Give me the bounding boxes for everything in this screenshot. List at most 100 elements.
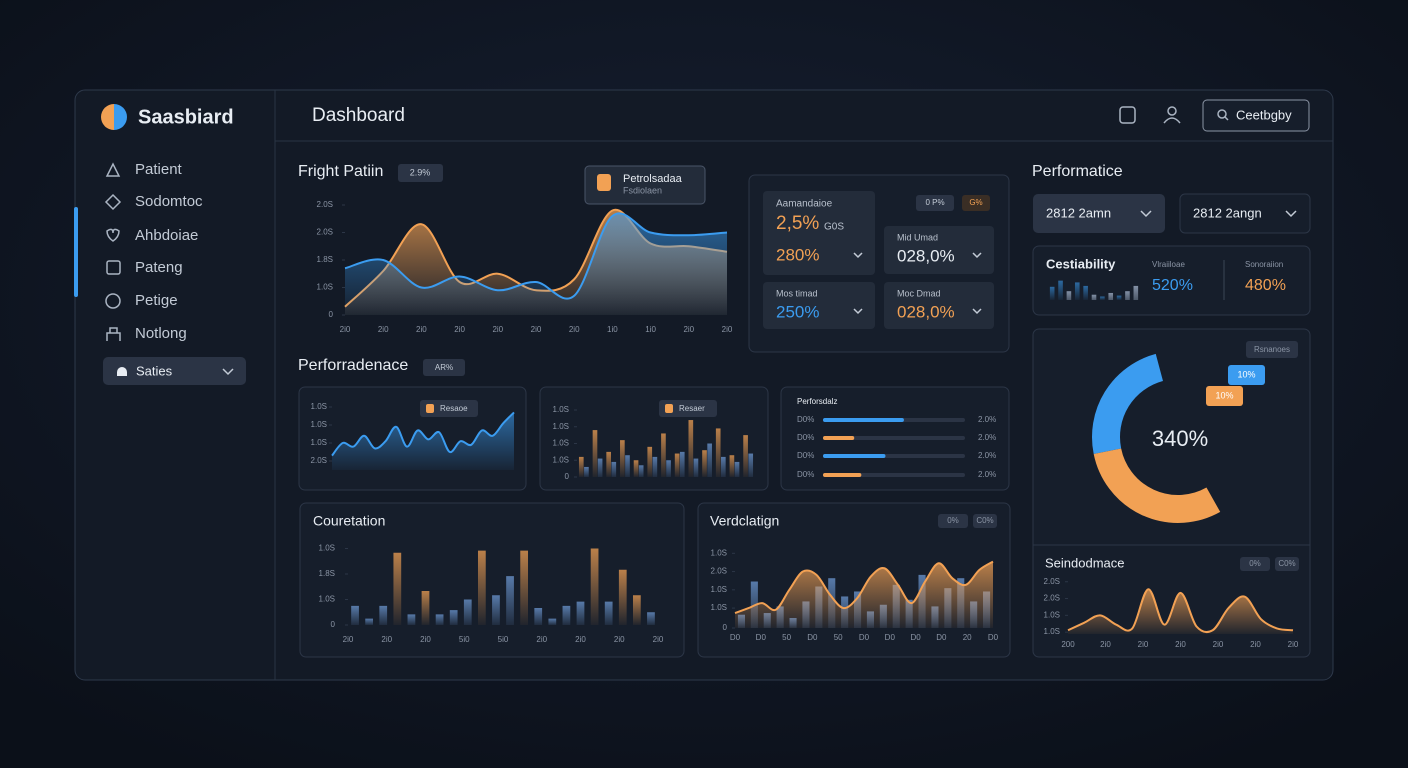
x-tick-label: 2i0	[569, 325, 580, 334]
x-tick-label: 2i0	[420, 635, 431, 644]
x-tick-label: 2i0	[340, 325, 351, 334]
bar	[734, 461, 740, 477]
badge-text: 0 P%	[925, 198, 944, 207]
x-tick-label: 2i0	[653, 635, 664, 644]
x-tick-label: 2i0	[416, 325, 427, 334]
x-tick-label: 2i0	[378, 325, 389, 334]
tooltip	[659, 400, 717, 417]
date-select[interactable]	[1033, 194, 1165, 233]
row-value: 2.0%	[978, 433, 996, 442]
x-tick-label: 5i0	[498, 635, 509, 644]
chevron	[1285, 210, 1297, 218]
nav-item[interactable]: Patient	[135, 161, 183, 178]
bar	[1116, 295, 1122, 300]
bar	[435, 614, 444, 625]
x-tick-label: 50	[782, 633, 791, 642]
nav-item[interactable]: Sodomtoc	[135, 193, 203, 210]
bar	[576, 601, 585, 625]
select-label: Saties	[136, 363, 173, 378]
line	[344, 212, 728, 300]
track	[823, 436, 965, 440]
x-tick-label: 2i0	[1138, 640, 1149, 649]
chevron	[222, 368, 234, 376]
donut-segment	[1092, 353, 1164, 454]
tag	[1246, 341, 1298, 358]
bar	[407, 614, 416, 625]
x-tick-label: 50	[834, 633, 843, 642]
nav-item[interactable]: Pateng	[135, 259, 183, 276]
bar	[520, 550, 529, 625]
x-tick-label: 2i0	[381, 635, 392, 644]
row-value: 2.0%	[978, 415, 996, 424]
badge	[398, 164, 443, 182]
y-tick-label: 1.0S	[317, 283, 333, 292]
badge	[973, 514, 997, 528]
badge	[1275, 557, 1299, 571]
bar	[638, 465, 644, 477]
nav-item[interactable]: Ahbdoiae	[135, 227, 198, 244]
y-tick-label: 1.0S	[1044, 627, 1060, 636]
x-tick-label: 5i0	[459, 635, 470, 644]
sidebar-select[interactable]	[103, 357, 246, 385]
bar	[674, 453, 680, 477]
y-tick-label: 1.8S	[317, 255, 333, 264]
bar	[707, 443, 712, 477]
x-tick-label: D0	[988, 633, 999, 642]
nav-icons	[104, 162, 122, 341]
bar	[578, 456, 584, 477]
kpi-value: 028,0%	[897, 246, 955, 265]
nav-item[interactable]: Petige	[135, 292, 178, 309]
kpi-label: Mid Umad	[897, 232, 938, 242]
bar	[647, 446, 653, 477]
select-label: 2812 2amn	[1046, 205, 1111, 220]
bar	[562, 605, 571, 625]
pill	[1206, 386, 1243, 406]
kpi-card	[884, 226, 994, 274]
y-tick-label: 0	[723, 623, 728, 632]
area	[345, 213, 727, 315]
tooltip-icon	[426, 404, 434, 413]
search-icon	[1217, 109, 1229, 121]
bar	[1100, 296, 1105, 300]
bar	[652, 456, 658, 477]
tooltip	[420, 400, 478, 417]
bar	[1058, 280, 1063, 300]
bar	[592, 430, 598, 477]
progress-bar	[823, 436, 855, 440]
card-title: Cestiability	[1046, 256, 1116, 271]
x-tick-label: 2i0	[614, 635, 625, 644]
kpi-label: Moc Dmad	[897, 288, 941, 298]
x-tick-label: 2i0	[722, 325, 733, 334]
x-tick-label: D0	[730, 633, 741, 642]
badge	[962, 195, 990, 211]
y-tick-label: 1.8S	[319, 569, 335, 578]
y-tick-label: 2.0S	[1044, 594, 1060, 603]
bar	[679, 451, 685, 477]
row-label: D0%	[797, 433, 814, 442]
kpi-label: Mos timad	[776, 288, 818, 298]
donut-segment	[1093, 447, 1221, 523]
bar	[661, 433, 666, 477]
bar	[590, 548, 599, 625]
y-tick-label: 1.0S	[319, 544, 335, 553]
right-title: Performatice	[1032, 163, 1123, 180]
header-button[interactable]	[1202, 99, 1310, 132]
notification-icon[interactable]	[1119, 106, 1136, 124]
stat-value: 480%	[1245, 277, 1286, 294]
tag-text: Rsnanoes	[1254, 345, 1290, 354]
user-icon[interactable]	[1163, 106, 1181, 124]
x-tick-label: 2i0	[531, 325, 542, 334]
y-tick-label: 0	[331, 620, 336, 629]
nav-item[interactable]: Notlong	[135, 325, 187, 342]
donut-card	[1032, 328, 1311, 658]
section-title: Perforradenace	[298, 357, 408, 374]
bar	[702, 450, 707, 477]
bar	[597, 458, 603, 477]
bar	[1133, 285, 1139, 300]
bar	[632, 595, 641, 625]
x-tick-label: D0	[859, 633, 870, 642]
date-select[interactable]	[1179, 193, 1311, 234]
x-tick-label: 2i0	[492, 325, 503, 334]
kpi-card	[884, 282, 994, 329]
bar	[611, 461, 617, 477]
